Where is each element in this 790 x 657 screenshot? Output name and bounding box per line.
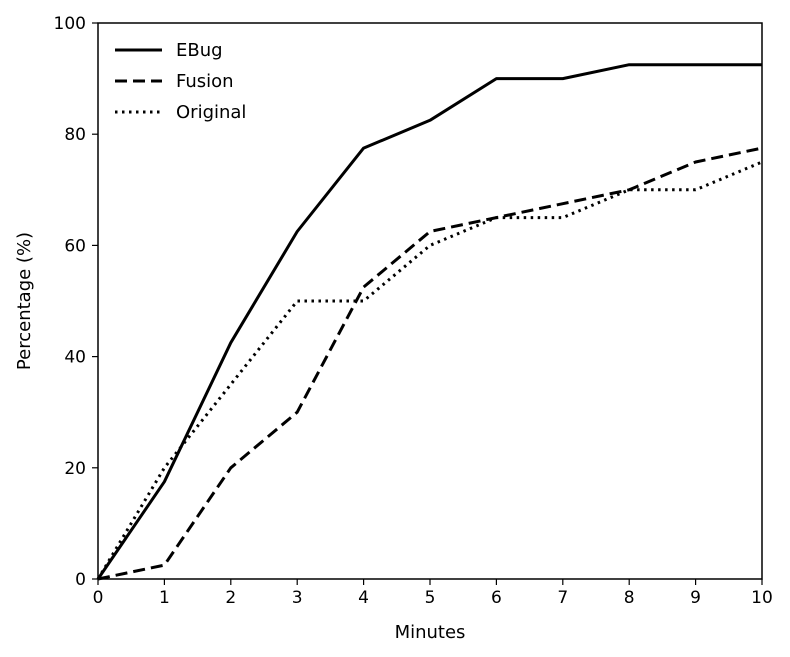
x-tick-label: 10 [751, 588, 773, 608]
series-line-original [96, 160, 763, 580]
x-tick-label: 9 [690, 588, 701, 608]
x-tick-label: 1 [159, 588, 170, 608]
x-tick-label: 2 [225, 588, 236, 608]
legend-label-fusion: Fusion [176, 71, 234, 92]
y-axis-ticks: 0 20 40 60 80 100 [54, 14, 98, 590]
y-tick-label: 20 [64, 459, 86, 479]
y-tick-label: 40 [64, 348, 86, 368]
legend-label-ebug: EBug [176, 40, 223, 61]
y-tick-label: 80 [64, 125, 86, 145]
x-axis-label: Minutes [395, 622, 466, 643]
y-axis-label: Percentage (%) [14, 232, 35, 370]
x-axis-ticks: 0 1 2 3 4 5 6 7 8 9 10 [93, 579, 773, 608]
x-tick-label: 4 [358, 588, 369, 608]
series-line-ebug [96, 63, 762, 580]
x-tick-label: 7 [557, 588, 568, 608]
series-line-fusion [97, 146, 763, 581]
x-tick-label: 3 [292, 588, 303, 608]
x-tick-label: 5 [425, 588, 436, 608]
x-tick-label: 8 [624, 588, 635, 608]
y-tick-label: 60 [64, 236, 86, 256]
series-layer [96, 63, 763, 581]
x-tick-label: 6 [491, 588, 502, 608]
legend: EBug Fusion Original [115, 40, 246, 123]
legend-label-original: Original [176, 102, 246, 123]
y-tick-label: 100 [54, 14, 86, 34]
y-tick-label: 0 [75, 570, 86, 590]
x-tick-label: 0 [93, 588, 104, 608]
